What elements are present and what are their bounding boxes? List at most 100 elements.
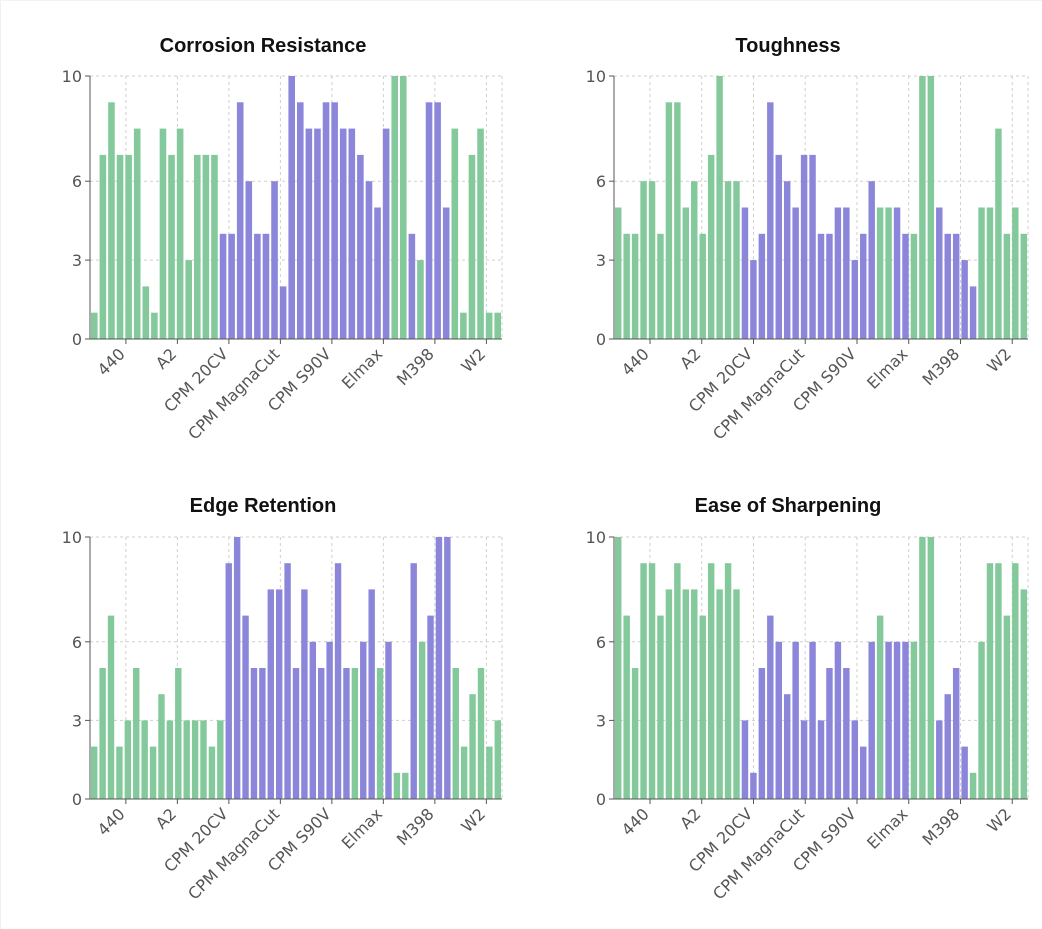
y-tick-label: 0 — [596, 790, 606, 809]
x-tick-label: M398 — [393, 804, 438, 849]
x-tick-label: CPM MagnaCut — [184, 344, 283, 443]
bar — [486, 746, 493, 799]
bar — [952, 668, 960, 799]
bar — [233, 537, 241, 799]
x-tick-label: A2 — [676, 344, 704, 372]
chart-title: Toughness — [735, 35, 840, 57]
bar — [175, 668, 182, 799]
bar — [301, 589, 308, 799]
bar — [219, 233, 227, 339]
bar — [817, 720, 825, 799]
bar — [885, 641, 892, 799]
bar — [783, 181, 791, 339]
bar — [758, 668, 766, 799]
bar — [741, 207, 749, 339]
bar — [1003, 233, 1011, 339]
bar — [733, 181, 740, 339]
bar — [434, 102, 441, 339]
bar — [376, 668, 384, 799]
bar — [124, 720, 132, 799]
y-tick-label: 10 — [62, 528, 82, 547]
bar — [468, 154, 476, 339]
x-tick-label: 440 — [94, 804, 129, 839]
bar — [640, 563, 647, 799]
bar — [809, 154, 816, 339]
bar — [91, 746, 98, 799]
bar — [919, 76, 926, 339]
bar — [385, 641, 392, 799]
bar — [969, 772, 977, 799]
x-tick-label: CPM MagnaCut — [709, 804, 808, 903]
bar — [133, 668, 140, 799]
bar — [477, 668, 485, 799]
bar — [326, 641, 333, 799]
bar — [191, 720, 199, 799]
bar — [158, 694, 165, 799]
bar — [360, 641, 367, 799]
bar — [919, 537, 926, 799]
bar — [961, 746, 968, 799]
bar — [733, 589, 740, 799]
bar — [331, 102, 338, 339]
bar — [494, 720, 501, 799]
bar — [418, 641, 426, 799]
bar — [648, 181, 656, 339]
bar — [674, 563, 681, 799]
bar — [716, 76, 723, 339]
x-tick-label: CPM MagnaCut — [184, 804, 283, 903]
bar — [108, 102, 115, 339]
bar — [334, 563, 342, 799]
bar — [986, 207, 994, 339]
bar — [665, 589, 673, 799]
bar — [442, 207, 450, 339]
bar — [800, 154, 808, 339]
bar — [910, 233, 918, 339]
bar — [149, 746, 157, 799]
bar — [843, 207, 850, 339]
bar — [351, 668, 359, 799]
y-tick-label: 6 — [72, 633, 82, 652]
bar — [927, 537, 935, 799]
bar — [142, 286, 150, 339]
bar — [817, 233, 825, 339]
bar — [716, 589, 723, 799]
bar — [365, 181, 373, 339]
bar — [318, 668, 325, 799]
bar — [435, 537, 443, 799]
bar — [166, 720, 174, 799]
bar — [202, 154, 210, 339]
bar — [707, 563, 715, 799]
bar — [767, 615, 774, 799]
bar — [444, 537, 451, 799]
bar — [460, 746, 468, 799]
bar — [168, 154, 175, 339]
bar — [159, 128, 167, 339]
bar — [615, 537, 622, 799]
bar — [691, 181, 698, 339]
bar — [183, 720, 190, 799]
y-tick-label: 10 — [586, 67, 606, 86]
y-tick-label: 0 — [72, 330, 82, 349]
bar — [99, 154, 107, 339]
bar — [682, 207, 690, 339]
x-tick-label: M398 — [393, 344, 438, 389]
bar — [339, 128, 347, 339]
bar — [460, 312, 467, 339]
bar — [400, 76, 407, 339]
x-tick-label: W2 — [457, 804, 489, 836]
bar — [292, 668, 300, 799]
bar — [494, 312, 501, 339]
bar — [107, 615, 115, 799]
bar — [284, 563, 291, 799]
bar — [944, 233, 951, 339]
bar — [116, 746, 123, 799]
bar — [615, 207, 622, 339]
bar — [208, 746, 216, 799]
bar — [309, 641, 317, 799]
bar — [417, 260, 424, 339]
bar — [348, 128, 356, 339]
